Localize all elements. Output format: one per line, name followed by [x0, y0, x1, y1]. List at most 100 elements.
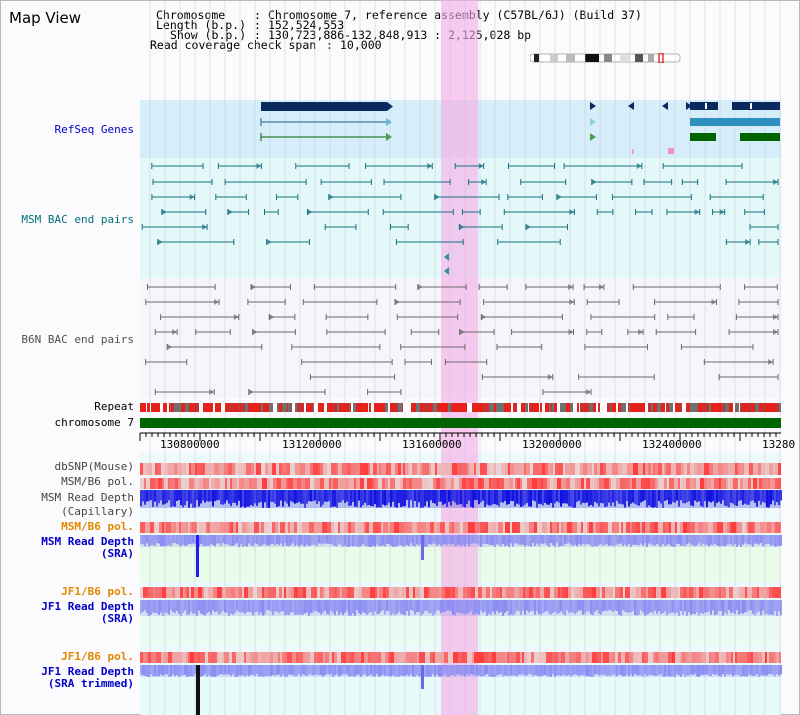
jf1-sra-depth — [520, 600, 522, 615]
axis-tick: 131200000 — [282, 438, 342, 451]
b6n-bac-pair-arrow — [459, 329, 465, 335]
dbsnp-cell — [431, 463, 435, 475]
msm-capillary-depth — [488, 490, 490, 506]
repeat-segment — [536, 403, 539, 412]
msm-capillary-depth — [738, 490, 740, 501]
msm-b6-pol-cell — [474, 478, 478, 489]
msm-capillary-depth — [318, 490, 320, 502]
msm-sra-depth — [306, 535, 308, 545]
msm-capillary-depth — [156, 490, 158, 507]
jf1-trim-depth — [764, 665, 766, 676]
jf1-trim-depth — [684, 665, 686, 677]
jf1-b6-pol-cell — [442, 587, 445, 598]
msm-b6-pol-cell — [698, 522, 703, 533]
jf1-b6-pol-cell — [596, 587, 600, 598]
jf1-b6-pol-cell — [208, 587, 213, 598]
msm-b6-pol-cell — [460, 522, 463, 533]
jf1-sra-depth — [712, 600, 714, 611]
msm-capillary-depth — [380, 490, 382, 508]
jf1-sra-depth — [232, 600, 234, 615]
jf1-sra-depth — [186, 600, 188, 615]
repeat-segment — [304, 403, 306, 412]
msm-b6-pol-cell — [382, 478, 385, 489]
jf1-b6-pol-cell — [371, 652, 373, 663]
gene-arrow — [686, 102, 692, 110]
jf1-sra-depth — [364, 600, 366, 614]
msm-sra-depth — [432, 535, 434, 544]
msm-b6-pol-cell — [588, 478, 590, 489]
jf1-trim-depth — [688, 665, 690, 676]
msm-sra-depth — [708, 535, 710, 547]
jf1-b6-pol-cell — [194, 587, 198, 598]
msm-sra-depth — [176, 535, 178, 544]
msm-capillary-depth — [706, 490, 708, 508]
repeat-segment — [388, 403, 390, 412]
jf1-trim-depth — [604, 665, 606, 675]
msm-sra-depth — [734, 535, 736, 544]
msm-capillary-depth — [716, 490, 718, 504]
msm-sra-depth — [566, 535, 568, 544]
msm-b6-pol-cell — [451, 478, 454, 489]
repeat-segment — [328, 403, 332, 412]
repeat-segment — [729, 403, 733, 412]
dbsnp-cell — [152, 463, 155, 475]
msm-b6-pol-cell — [559, 522, 561, 533]
msm-sra-depth — [738, 535, 740, 545]
b6n-bac-pair-arrow — [768, 359, 774, 365]
gene-arrow — [628, 102, 634, 110]
msm-b6-pol-cell — [390, 478, 395, 489]
msm-b6-pol-cell — [445, 522, 449, 533]
msm-sra-depth — [440, 535, 442, 547]
msm-b6-pol-cell — [178, 478, 181, 489]
jf1-trim-depth — [356, 665, 358, 675]
msm-capillary-depth — [228, 490, 230, 504]
jf1-b6-pol-cell — [314, 652, 318, 663]
msm-b6-pol-cell — [593, 522, 596, 533]
jf1-b6-pol-cell — [303, 652, 305, 663]
msm-sra-depth — [350, 535, 352, 546]
jf1-b6-pol-cell — [561, 652, 565, 663]
msm-capillary-depth — [244, 490, 246, 508]
jf1-sra-depth — [320, 600, 322, 615]
jf1-sra-depth — [168, 600, 170, 615]
repeat-segment — [630, 403, 631, 412]
chromosome-label: chromosome 7 — [54, 416, 134, 429]
msm-b6-pol-cell — [354, 478, 356, 489]
jf1-sra-depth — [502, 600, 504, 616]
msm-sra-depth — [156, 535, 158, 544]
msm-sra-depth — [254, 535, 256, 544]
jf1-trim-depth — [360, 665, 362, 677]
jf1-b6-pol-cell — [618, 652, 621, 663]
msm-sra-depth — [758, 535, 760, 545]
msm-sra-depth — [676, 535, 678, 544]
msm-sra-depth — [304, 535, 306, 547]
jf1-trim-depth — [562, 665, 564, 675]
msm-b6-pol-cell — [587, 522, 589, 533]
repeat-segment — [584, 403, 586, 412]
msm-capillary-depth — [348, 490, 350, 507]
jf1-b6-pol-cell — [377, 587, 379, 598]
msm-b6-pol-cell — [378, 522, 381, 533]
repeat-segment — [150, 403, 151, 412]
repeat-segment — [465, 403, 467, 412]
jf1-sra-depth — [778, 600, 780, 612]
msm-sra-depth — [216, 535, 218, 544]
jf1-b6-pol-cell — [265, 652, 270, 663]
repeat-segment — [259, 403, 260, 412]
msm-b6-pol-cell — [499, 478, 504, 489]
jf1-b6-pol-cell — [724, 587, 726, 598]
jf1-b6-pol-cell — [140, 587, 143, 598]
msm-b6-pol-cell — [203, 478, 206, 489]
jf1-b6-pol-cell — [433, 652, 435, 663]
msm-b6-pol-cell — [329, 478, 331, 489]
msm-b6-pol-cell — [307, 522, 309, 533]
msm-sra-depth — [500, 535, 502, 547]
repeat-segment — [160, 403, 163, 412]
jf1-trim-depth — [726, 665, 728, 675]
jf1-b6-pol-cell — [347, 587, 351, 598]
msm-sra-depth — [218, 535, 220, 544]
msm-b6-pol-cell — [466, 478, 469, 489]
msm-sra-depth — [234, 535, 236, 545]
msm-b6-pol-cell — [369, 522, 373, 533]
